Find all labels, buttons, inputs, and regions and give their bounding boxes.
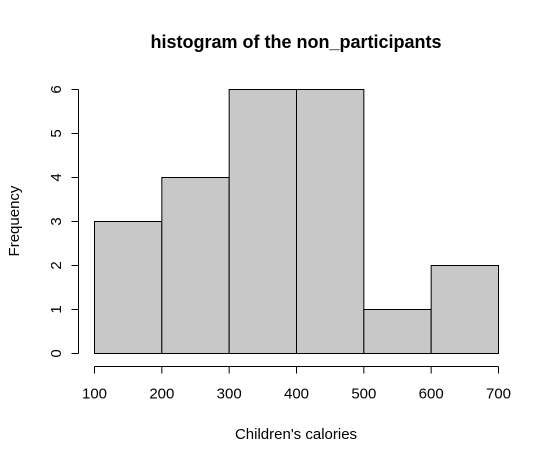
y-tick-label: 6	[48, 85, 65, 93]
histogram-bar	[430, 265, 499, 354]
x-axis-label: Children's calories	[235, 426, 357, 443]
y-tick-label: 0	[48, 349, 65, 357]
x-tick-label: 300	[217, 386, 242, 403]
histogram-bar	[94, 221, 163, 354]
histogram-bar	[363, 309, 432, 354]
histogram-bar	[296, 89, 365, 354]
chart-title: histogram of the non_participants	[150, 32, 441, 52]
x-tick-label: 100	[82, 386, 107, 403]
y-axis-label: Frequency	[6, 185, 23, 256]
y-tick-label: 4	[48, 173, 65, 181]
y-tick-label: 3	[48, 217, 65, 225]
x-tick-label: 700	[486, 386, 511, 403]
x-tick-label: 500	[351, 386, 376, 403]
y-tick-label: 1	[48, 305, 65, 313]
y-tick-label: 2	[48, 261, 65, 269]
x-tick-label: 400	[284, 386, 309, 403]
x-tick-label: 600	[419, 386, 444, 403]
x-tick-label: 200	[149, 386, 174, 403]
y-axis: 0 1 2 3 4 5 6	[48, 85, 79, 358]
histogram-bar	[228, 89, 298, 354]
x-axis: 100 200 300 400 500 600 700	[82, 366, 511, 403]
histogram-bar	[161, 177, 230, 354]
y-tick-label: 5	[48, 129, 65, 137]
histogram-bars	[94, 89, 499, 354]
